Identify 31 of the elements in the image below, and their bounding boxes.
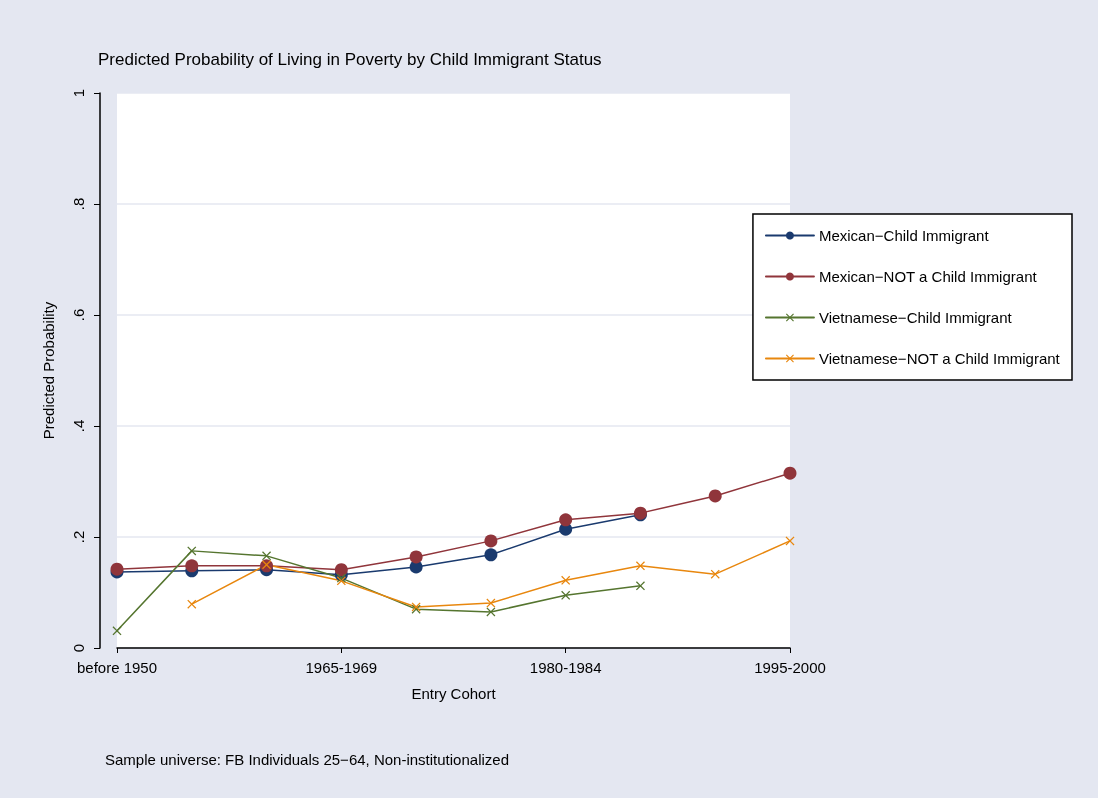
y-tick-label: 1 xyxy=(70,88,87,98)
y-axis-title: Predicted Probability xyxy=(40,301,57,440)
legend-label: Vietnamese−Child Immigrant xyxy=(818,309,1013,326)
y-tick-label: .8 xyxy=(70,197,87,211)
y-tick-label: .6 xyxy=(70,308,87,322)
chart-title: Predicted Probability of Living in Poverty by Child Immigrant Status xyxy=(98,50,602,69)
y-tick-label: 0 xyxy=(70,643,87,653)
point xyxy=(409,550,423,564)
point xyxy=(112,626,122,636)
point xyxy=(635,581,645,591)
point xyxy=(334,563,348,577)
x-tick-label: 1995-2000 xyxy=(754,659,826,676)
point xyxy=(484,548,498,562)
y-tick-label: .4 xyxy=(70,419,87,433)
x-tick-label: 1965-1969 xyxy=(305,659,378,676)
point xyxy=(708,489,722,503)
point xyxy=(783,466,797,480)
x-tick-label: before 1950 xyxy=(76,659,158,676)
point xyxy=(785,536,795,546)
point xyxy=(635,561,645,571)
text: Sample universe: FB Individuals 25−64, Non-institutionalized xyxy=(105,751,509,768)
x-axis-title: Entry Cohort xyxy=(411,685,497,702)
legend-label: Mexican−Child Immigrant xyxy=(818,227,990,244)
point xyxy=(559,513,573,527)
y-tick-label: .2 xyxy=(70,530,87,544)
point xyxy=(484,534,498,548)
legend-label: Vietnamese−NOT a Child Immigrant xyxy=(818,350,1061,367)
x-tick-label: 1980-1984 xyxy=(529,659,602,676)
legend-label: Mexican−NOT a Child Immigrant xyxy=(818,268,1038,285)
point xyxy=(262,551,272,561)
point xyxy=(185,559,199,573)
